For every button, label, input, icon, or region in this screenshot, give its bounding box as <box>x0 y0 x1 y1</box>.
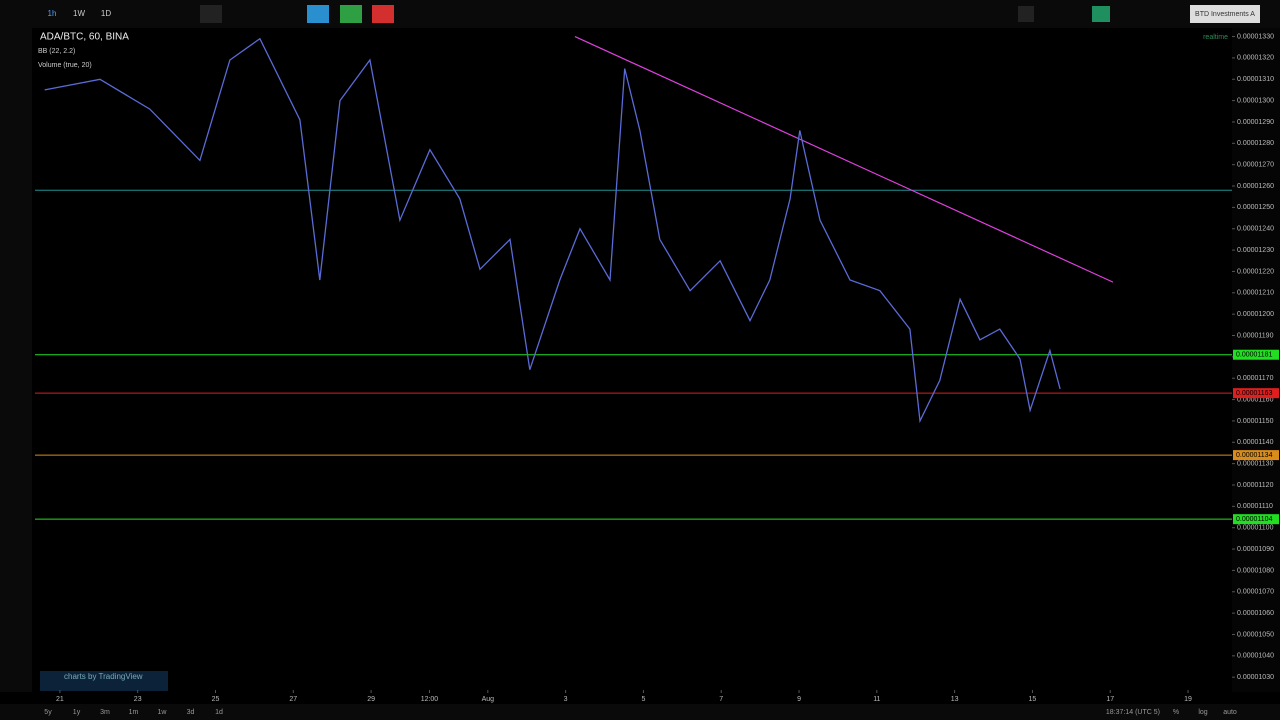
y-tick-label: 0.00001260 <box>1237 183 1274 190</box>
realtime: realtime <box>1203 34 1228 41</box>
price-level-tag <box>1233 349 1279 360</box>
x-tick-label: 9 <box>797 696 801 703</box>
left-toolbar <box>0 28 32 692</box>
price-line <box>44 37 1061 424</box>
snapshot-button[interactable] <box>1092 6 1110 22</box>
y-tick-label: 0.00001190 <box>1237 332 1274 339</box>
price-level-label: 0.00001134 <box>1236 452 1273 459</box>
price-level-tag <box>1233 514 1279 525</box>
x-tick-label: 27 <box>289 696 297 703</box>
range-button[interactable]: 3d <box>187 709 195 716</box>
y-tick-label: 0.00001120 <box>1237 482 1274 489</box>
publish-button[interactable] <box>340 5 362 23</box>
y-tick-label: 0.00001160 <box>1237 396 1274 403</box>
range-button[interactable]: 1w <box>158 709 168 716</box>
y-tick-label: 0.00001050 <box>1237 631 1274 638</box>
symbol: ADA/BTC, 60, BINA <box>40 32 129 43</box>
y-tick-label: 0.00001110 <box>1237 503 1273 510</box>
settings-button[interactable] <box>200 5 222 23</box>
y-tick-label: 0.00001130 <box>1237 460 1274 467</box>
range-button[interactable]: 5y <box>44 709 52 716</box>
bottom-bar <box>0 704 1280 720</box>
y-tick-label: 0.00001320 <box>1237 55 1274 62</box>
price-axis <box>1232 28 1280 692</box>
range-button[interactable]: 1m <box>129 709 139 716</box>
y-tick-label: 0.00001270 <box>1237 162 1274 169</box>
x-tick-label: 25 <box>212 696 220 703</box>
price-level-tag <box>1233 450 1279 461</box>
y-tick-label: 0.00001150 <box>1237 418 1274 425</box>
y-tick-label: 0.00001030 <box>1237 674 1274 681</box>
y-tick-label: 0.00001080 <box>1237 567 1274 574</box>
clock: 18:37:14 (UTC 5) <box>1106 709 1160 716</box>
axis-option[interactable]: % <box>1173 709 1179 716</box>
y-tick-label: 0.00001140 <box>1237 439 1274 446</box>
y-tick-label: 0.00001170 <box>1237 375 1274 382</box>
account-button[interactable] <box>1190 5 1260 23</box>
y-tick-label: 0.00001090 <box>1237 546 1274 553</box>
y-tick-label: 0.00001290 <box>1237 119 1274 126</box>
fullscreen-button[interactable] <box>1018 6 1034 22</box>
x-tick-label: 29 <box>367 696 375 703</box>
y-tick-label: 0.00001230 <box>1237 247 1274 254</box>
top-toolbar <box>0 0 1280 28</box>
y-tick-label: 0.00001310 <box>1237 76 1274 83</box>
trendline <box>574 35 1114 283</box>
y-tick-label: 0.00001200 <box>1237 311 1274 318</box>
x-tick-label: 19 <box>1184 696 1192 703</box>
price-level-tag <box>1233 388 1279 399</box>
chart: 0.00001030 0.00001040 0.00001050 0.00001060… <box>35 33 1279 703</box>
watermark-box <box>40 671 168 691</box>
watermark: charts by TradingView <box>64 672 143 681</box>
x-tick-label: 15 <box>1029 696 1037 703</box>
y-tick-label: 0.00001280 <box>1237 140 1274 147</box>
x-tick-label: 13 <box>951 696 959 703</box>
alert-button[interactable] <box>307 5 329 23</box>
interval-button[interactable]: 1D <box>101 9 111 18</box>
y-tick-label: 0.00001070 <box>1237 589 1274 596</box>
y-tick-label: 0.00001060 <box>1237 610 1274 617</box>
x-tick-label: 23 <box>134 696 142 703</box>
volume-legend: Volume (true, 20) <box>38 62 92 69</box>
axis-option[interactable]: log <box>1198 709 1207 716</box>
x-tick-label: 7 <box>719 696 723 703</box>
range-button[interactable]: 3m <box>100 709 110 716</box>
range-button[interactable]: 1y <box>73 709 81 716</box>
y-tick-label: 0.00001240 <box>1237 226 1274 233</box>
x-tick-label: 3 <box>564 696 568 703</box>
bb-legend: BB (22, 2.2) <box>38 48 75 55</box>
y-tick-label: 0.00001040 <box>1237 653 1274 660</box>
y-tick-label: 0.00001220 <box>1237 268 1274 275</box>
axis-option[interactable]: auto <box>1223 709 1237 716</box>
price-level-label: 0.00001181 <box>1236 352 1273 359</box>
range-button[interactable]: 1d <box>215 709 223 716</box>
interval-button[interactable]: 1W <box>73 9 85 18</box>
x-tick-label: 5 <box>641 696 645 703</box>
x-tick-label: 11 <box>873 696 880 703</box>
y-tick-label: 0.00001300 <box>1237 97 1274 104</box>
price-level-label: 0.00001163 <box>1236 390 1273 397</box>
record-button[interactable] <box>372 5 394 23</box>
y-tick-label: 0.00001250 <box>1237 204 1274 211</box>
account-name: BTD Investments A <box>1195 11 1255 18</box>
y-tick-label: 0.00001210 <box>1237 290 1274 297</box>
x-tick-label: 21 <box>56 696 64 703</box>
x-tick-label: 12:00 <box>421 696 439 703</box>
x-tick-label: 17 <box>1106 696 1114 703</box>
price-level-label: 0.00001104 <box>1236 516 1273 523</box>
y-tick-label: 0.00001100 <box>1237 525 1274 532</box>
interval-button[interactable]: 1h <box>48 9 57 18</box>
y-tick-label: 0.00001330 <box>1237 33 1274 40</box>
x-tick-label: Aug <box>482 696 495 703</box>
